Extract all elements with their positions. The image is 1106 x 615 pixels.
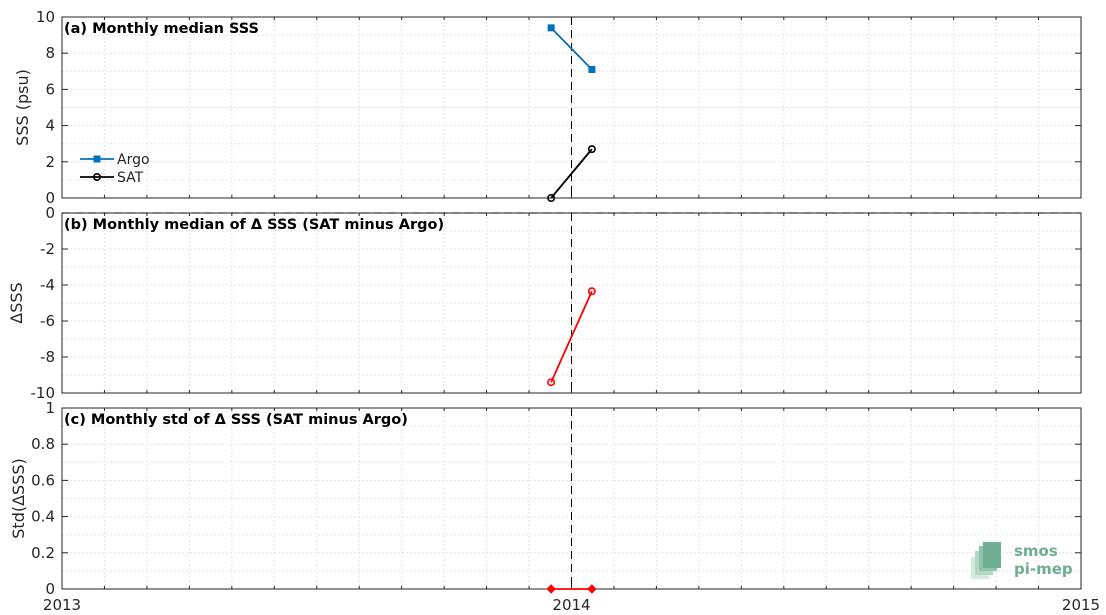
logo-text-pimep: pi-mep	[1014, 560, 1073, 578]
data-point	[588, 65, 596, 73]
y-tick-label: 10	[36, 8, 55, 26]
y-axis-label: SSS (psu)	[13, 69, 32, 146]
x-tick-label: 2013	[43, 596, 81, 614]
series-sat	[547, 145, 596, 203]
series-argo	[547, 24, 596, 73]
x-tick-label: 2014	[552, 596, 590, 614]
legend-label: SAT	[117, 170, 144, 186]
x-tick-label: 2015	[1062, 596, 1100, 614]
legend-label: Argo	[117, 152, 150, 168]
smos-pimep-logo: smos pi-mep	[971, 542, 1073, 579]
y-tick-label: 0	[45, 204, 55, 222]
y-axis-label: Std(ΔSSS)	[9, 458, 28, 538]
y-tick-label: 0.8	[31, 435, 55, 453]
y-tick-label: -10	[31, 384, 56, 402]
logo-mark	[971, 542, 1001, 579]
y-tick-label: 4	[45, 117, 55, 135]
data-point	[546, 584, 556, 594]
y-tick-label: -6	[40, 312, 55, 330]
series-line	[550, 148, 593, 199]
y-tick-label: 0	[45, 189, 55, 207]
series-line	[550, 290, 593, 383]
legend: Argo SAT	[80, 152, 150, 186]
legend-marker	[93, 173, 102, 182]
y-axis-label: ΔSSS	[7, 282, 26, 323]
panel-a: 0 2 4 6 8 10 Argo SAT (a) Monthly median SSS SSS …	[13, 8, 1082, 207]
y-tick-label: 6	[45, 80, 55, 98]
y-tick-label: 1	[45, 399, 55, 417]
x-grid-b	[61, 213, 1082, 393]
data-point	[547, 24, 555, 32]
panel-c: 0 0.2 0.4 0.6 0.8 1 2013 2014 2015 (c) Monthly st…	[9, 399, 1100, 614]
y-tick-label: -8	[40, 348, 55, 366]
data-point	[547, 194, 556, 203]
logo-text-smos: smos	[1014, 542, 1058, 560]
y-tick-label: 0.2	[31, 544, 55, 562]
y-tick-label: 0.4	[31, 508, 55, 526]
series-b-0	[547, 287, 596, 387]
y-tick-label: -4	[40, 276, 55, 294]
series-line	[550, 27, 593, 71]
data-point	[587, 584, 597, 594]
data-point	[587, 287, 596, 296]
y-tick-label: 0.6	[31, 471, 55, 489]
y-tick-label: 0	[45, 580, 55, 598]
panel-b: -10 -8 -6 -4 -2 0 (b) Monthly median of Δ SSS …	[7, 204, 1082, 402]
panel-title: (c) Monthly std of Δ SSS (SAT minus Argo…	[64, 412, 408, 428]
legend-marker	[93, 155, 101, 163]
y-tick-label: 2	[45, 153, 55, 171]
series-c-0	[546, 584, 597, 594]
y-tick-label: -2	[40, 240, 55, 258]
panel-title: (a) Monthly median SSS	[64, 21, 259, 37]
panel-title: (b) Monthly median of Δ SSS (SAT minus A…	[64, 217, 444, 233]
y-tick-label: 8	[45, 44, 55, 62]
data-point	[547, 378, 556, 387]
data-point	[587, 145, 596, 154]
